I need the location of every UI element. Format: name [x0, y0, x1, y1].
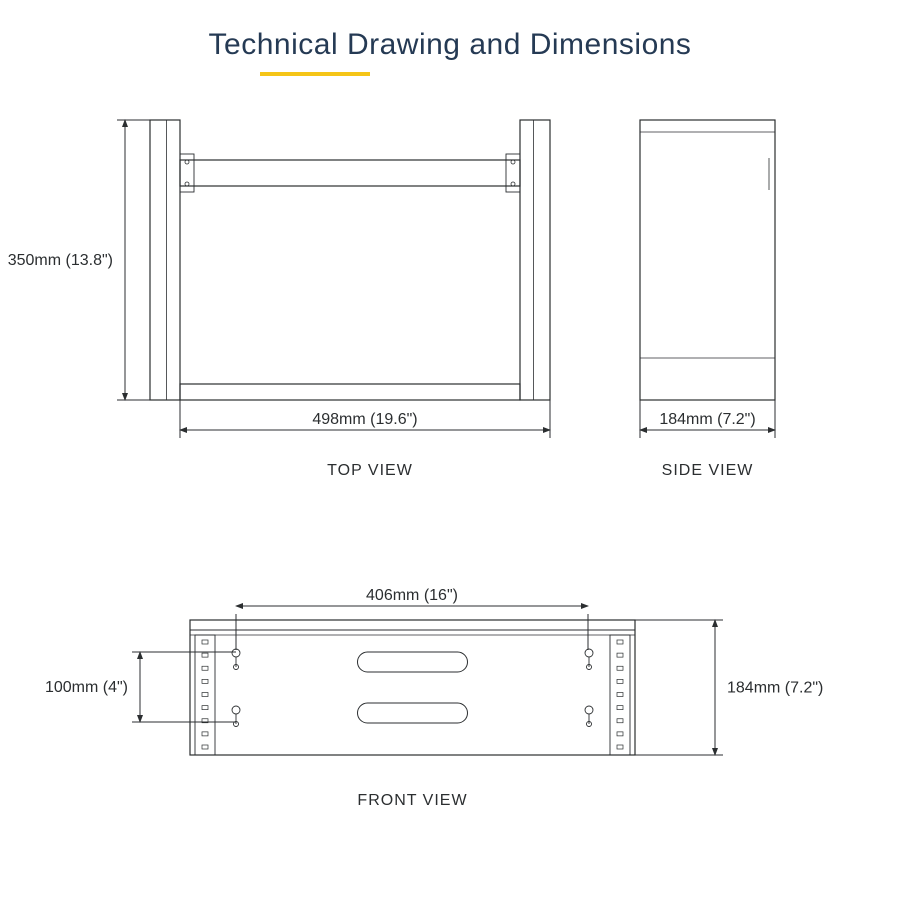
svg-text:FRONT VIEW: FRONT VIEW — [357, 792, 467, 809]
svg-text:350mm (13.8"): 350mm (13.8") — [8, 252, 113, 269]
svg-text:100mm (4"): 100mm (4") — [45, 679, 128, 696]
svg-text:184mm (7.2"): 184mm (7.2") — [659, 411, 755, 428]
svg-text:TOP VIEW: TOP VIEW — [327, 462, 413, 479]
svg-text:406mm (16"): 406mm (16") — [366, 587, 458, 604]
svg-text:184mm (7.2"): 184mm (7.2") — [727, 680, 823, 697]
svg-text:SIDE VIEW: SIDE VIEW — [662, 462, 754, 479]
drawing-canvas: 498mm (19.6") 350mm (13.8") TOP VIEW 184mm… — [0, 0, 900, 900]
svg-text:498mm (19.6"): 498mm (19.6") — [312, 411, 417, 428]
